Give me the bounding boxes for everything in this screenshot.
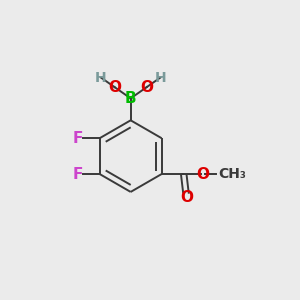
Text: H: H — [95, 70, 107, 85]
Text: F: F — [73, 167, 83, 182]
Text: O: O — [108, 80, 121, 94]
Text: B: B — [125, 91, 136, 106]
Text: CH₃: CH₃ — [218, 167, 246, 181]
Text: H: H — [154, 70, 166, 85]
Text: O: O — [140, 80, 153, 94]
Text: O: O — [180, 190, 193, 205]
Text: F: F — [73, 131, 83, 146]
Text: O: O — [196, 167, 209, 182]
